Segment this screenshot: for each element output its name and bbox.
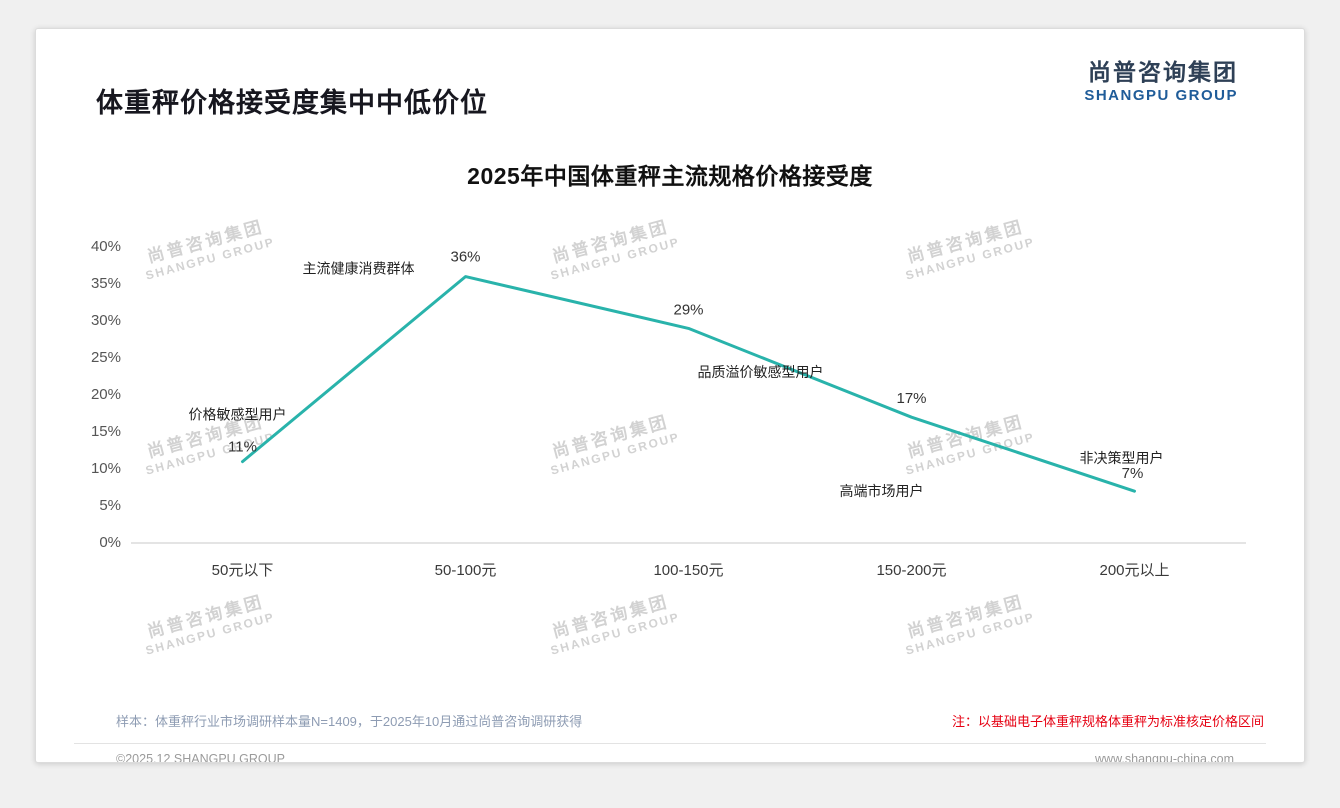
website-url: www.shangpu-china.com	[1095, 752, 1234, 763]
y-axis-tick: 40%	[91, 238, 121, 255]
series-annotation: 非决策型用户	[1080, 450, 1164, 466]
y-axis-tick: 30%	[91, 312, 121, 329]
sample-note: 样本：体重秤行业市场调研样本量N=1409，于2025年10月通过尚普咨询调研获…	[116, 714, 583, 729]
series-annotation: 高端市场用户	[840, 483, 924, 499]
x-axis-label: 100-150元	[653, 562, 723, 579]
value-label: 7%	[1122, 465, 1144, 482]
x-axis-label: 200元以上	[1099, 562, 1169, 579]
x-axis-label: 50-100元	[435, 562, 497, 579]
y-axis-tick: 25%	[91, 349, 121, 366]
footer: ©2025.12 SHANGPU GROUP www.shangpu-china…	[36, 744, 1304, 763]
price-basis-note: 注：以基础电子体重秤规格体重秤为标准核定价格区间	[951, 714, 1264, 729]
logo: 尚普咨询集团 SHANGPU GROUP	[1084, 59, 1238, 105]
y-axis-tick: 15%	[91, 423, 121, 440]
slide-card: 体重秤价格接受度集中中低价位 尚普咨询集团 SHANGPU GROUP 尚普咨询…	[35, 28, 1305, 763]
x-axis-label: 50元以下	[212, 562, 274, 579]
page-background: 体重秤价格接受度集中中低价位 尚普咨询集团 SHANGPU GROUP 尚普咨询…	[0, 28, 1340, 763]
watermark: 尚普咨询集团 SHANGPU GROUP	[549, 592, 682, 658]
header: 体重秤价格接受度集中中低价位 尚普咨询集团 SHANGPU GROUP	[36, 29, 1304, 118]
watermark: 尚普咨询集团 SHANGPU GROUP	[144, 592, 277, 658]
x-axis-label: 150-200元	[876, 562, 946, 579]
logo-text-cn: 尚普咨询集团	[1088, 59, 1238, 85]
series-annotation: 价格敏感型用户	[189, 406, 287, 422]
y-axis-tick: 5%	[99, 497, 121, 514]
watermark: 尚普咨询集团 SHANGPU GROUP	[904, 592, 1037, 658]
copyright: ©2025.12 SHANGPU GROUP	[116, 752, 285, 763]
footer-divider	[74, 743, 1266, 744]
chart-section: 尚普咨询集团 SHANGPU GROUP 尚普咨询集团 SHANGPU GROUP 尚普…	[36, 157, 1304, 669]
y-axis-tick: 0%	[99, 534, 121, 551]
y-axis-tick: 10%	[91, 460, 121, 477]
value-label: 11%	[228, 439, 257, 456]
logo-text-en: SHANGPU GROUP	[1084, 87, 1238, 105]
y-axis-tick: 35%	[91, 275, 121, 292]
chart-title: 2025年中国体重秤主流规格价格接受度	[467, 163, 873, 189]
series-line	[241, 275, 1136, 493]
notes-row: 样本：体重秤行业市场调研样本量N=1409，于2025年10月通过尚普咨询调研获…	[36, 711, 1304, 730]
value-label: 29%	[673, 301, 703, 318]
line-chart: 0% 5% 10% 15% 20% 25% 30% 35% 40% 50元以下 50-100元 100…	[91, 238, 1246, 579]
series-annotation: 品质溢价敏感型用户	[698, 364, 824, 380]
value-label: 17%	[896, 390, 926, 407]
page-title: 体重秤价格接受度集中中低价位	[96, 88, 488, 118]
value-label: 36%	[450, 249, 480, 266]
y-axis-tick: 20%	[91, 386, 121, 403]
series-annotation: 主流健康消费群体	[303, 260, 415, 276]
